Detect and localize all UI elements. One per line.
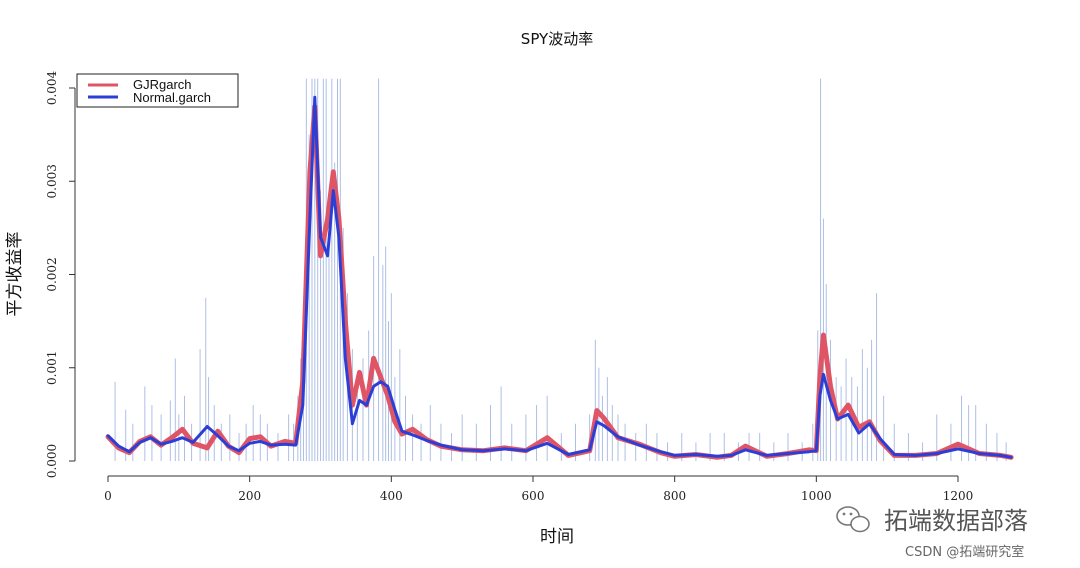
volatility-lines <box>105 95 1014 460</box>
y-tick-label: 0.003 <box>45 164 59 198</box>
legend-label-normal-garch: Normal.garch <box>133 90 211 105</box>
x-tick-label: 1200 <box>943 489 974 503</box>
x-tick-label: 200 <box>238 489 261 503</box>
y-tick-label: 0.000 <box>45 444 59 478</box>
x-tick-label: 1000 <box>801 489 832 503</box>
y-ticks: 0.000 0.001 0.002 0.003 0.004 <box>45 70 75 478</box>
y-tick-label: 0.004 <box>45 70 59 105</box>
x-tick-label: 400 <box>380 489 403 503</box>
watermark-brand: 拓端数据部落 <box>884 507 1028 535</box>
chart-title: SPY波动率 <box>521 30 593 48</box>
x-tick-label: 0 <box>104 489 112 503</box>
legend-label-gjrgarch: GJRgarch <box>133 77 192 92</box>
series-line-gjrgarch <box>105 104 1014 460</box>
watermark: 拓端数据部落 CSDN @拓端研究室 <box>836 506 1028 560</box>
series-line-normal-garch <box>106 95 1013 459</box>
x-axis-label: 时间 <box>540 527 574 547</box>
x-tick-label: 600 <box>522 489 545 503</box>
watermark-source: CSDN @拓端研究室 <box>905 544 1024 560</box>
legend-box <box>76 73 239 108</box>
y-tick-label: 0.001 <box>45 351 59 385</box>
x-ticks: 0 200 400 600 800 1000 1200 <box>104 476 973 503</box>
x-tick-label: 800 <box>663 489 686 503</box>
squared-returns-spikes <box>114 78 1007 461</box>
y-tick-label: 0.002 <box>45 257 59 291</box>
wechat-icon <box>836 506 870 533</box>
legend: GJRgarch Normal.garch <box>76 73 239 108</box>
y-axis-label: 平方收益率 <box>5 232 25 317</box>
